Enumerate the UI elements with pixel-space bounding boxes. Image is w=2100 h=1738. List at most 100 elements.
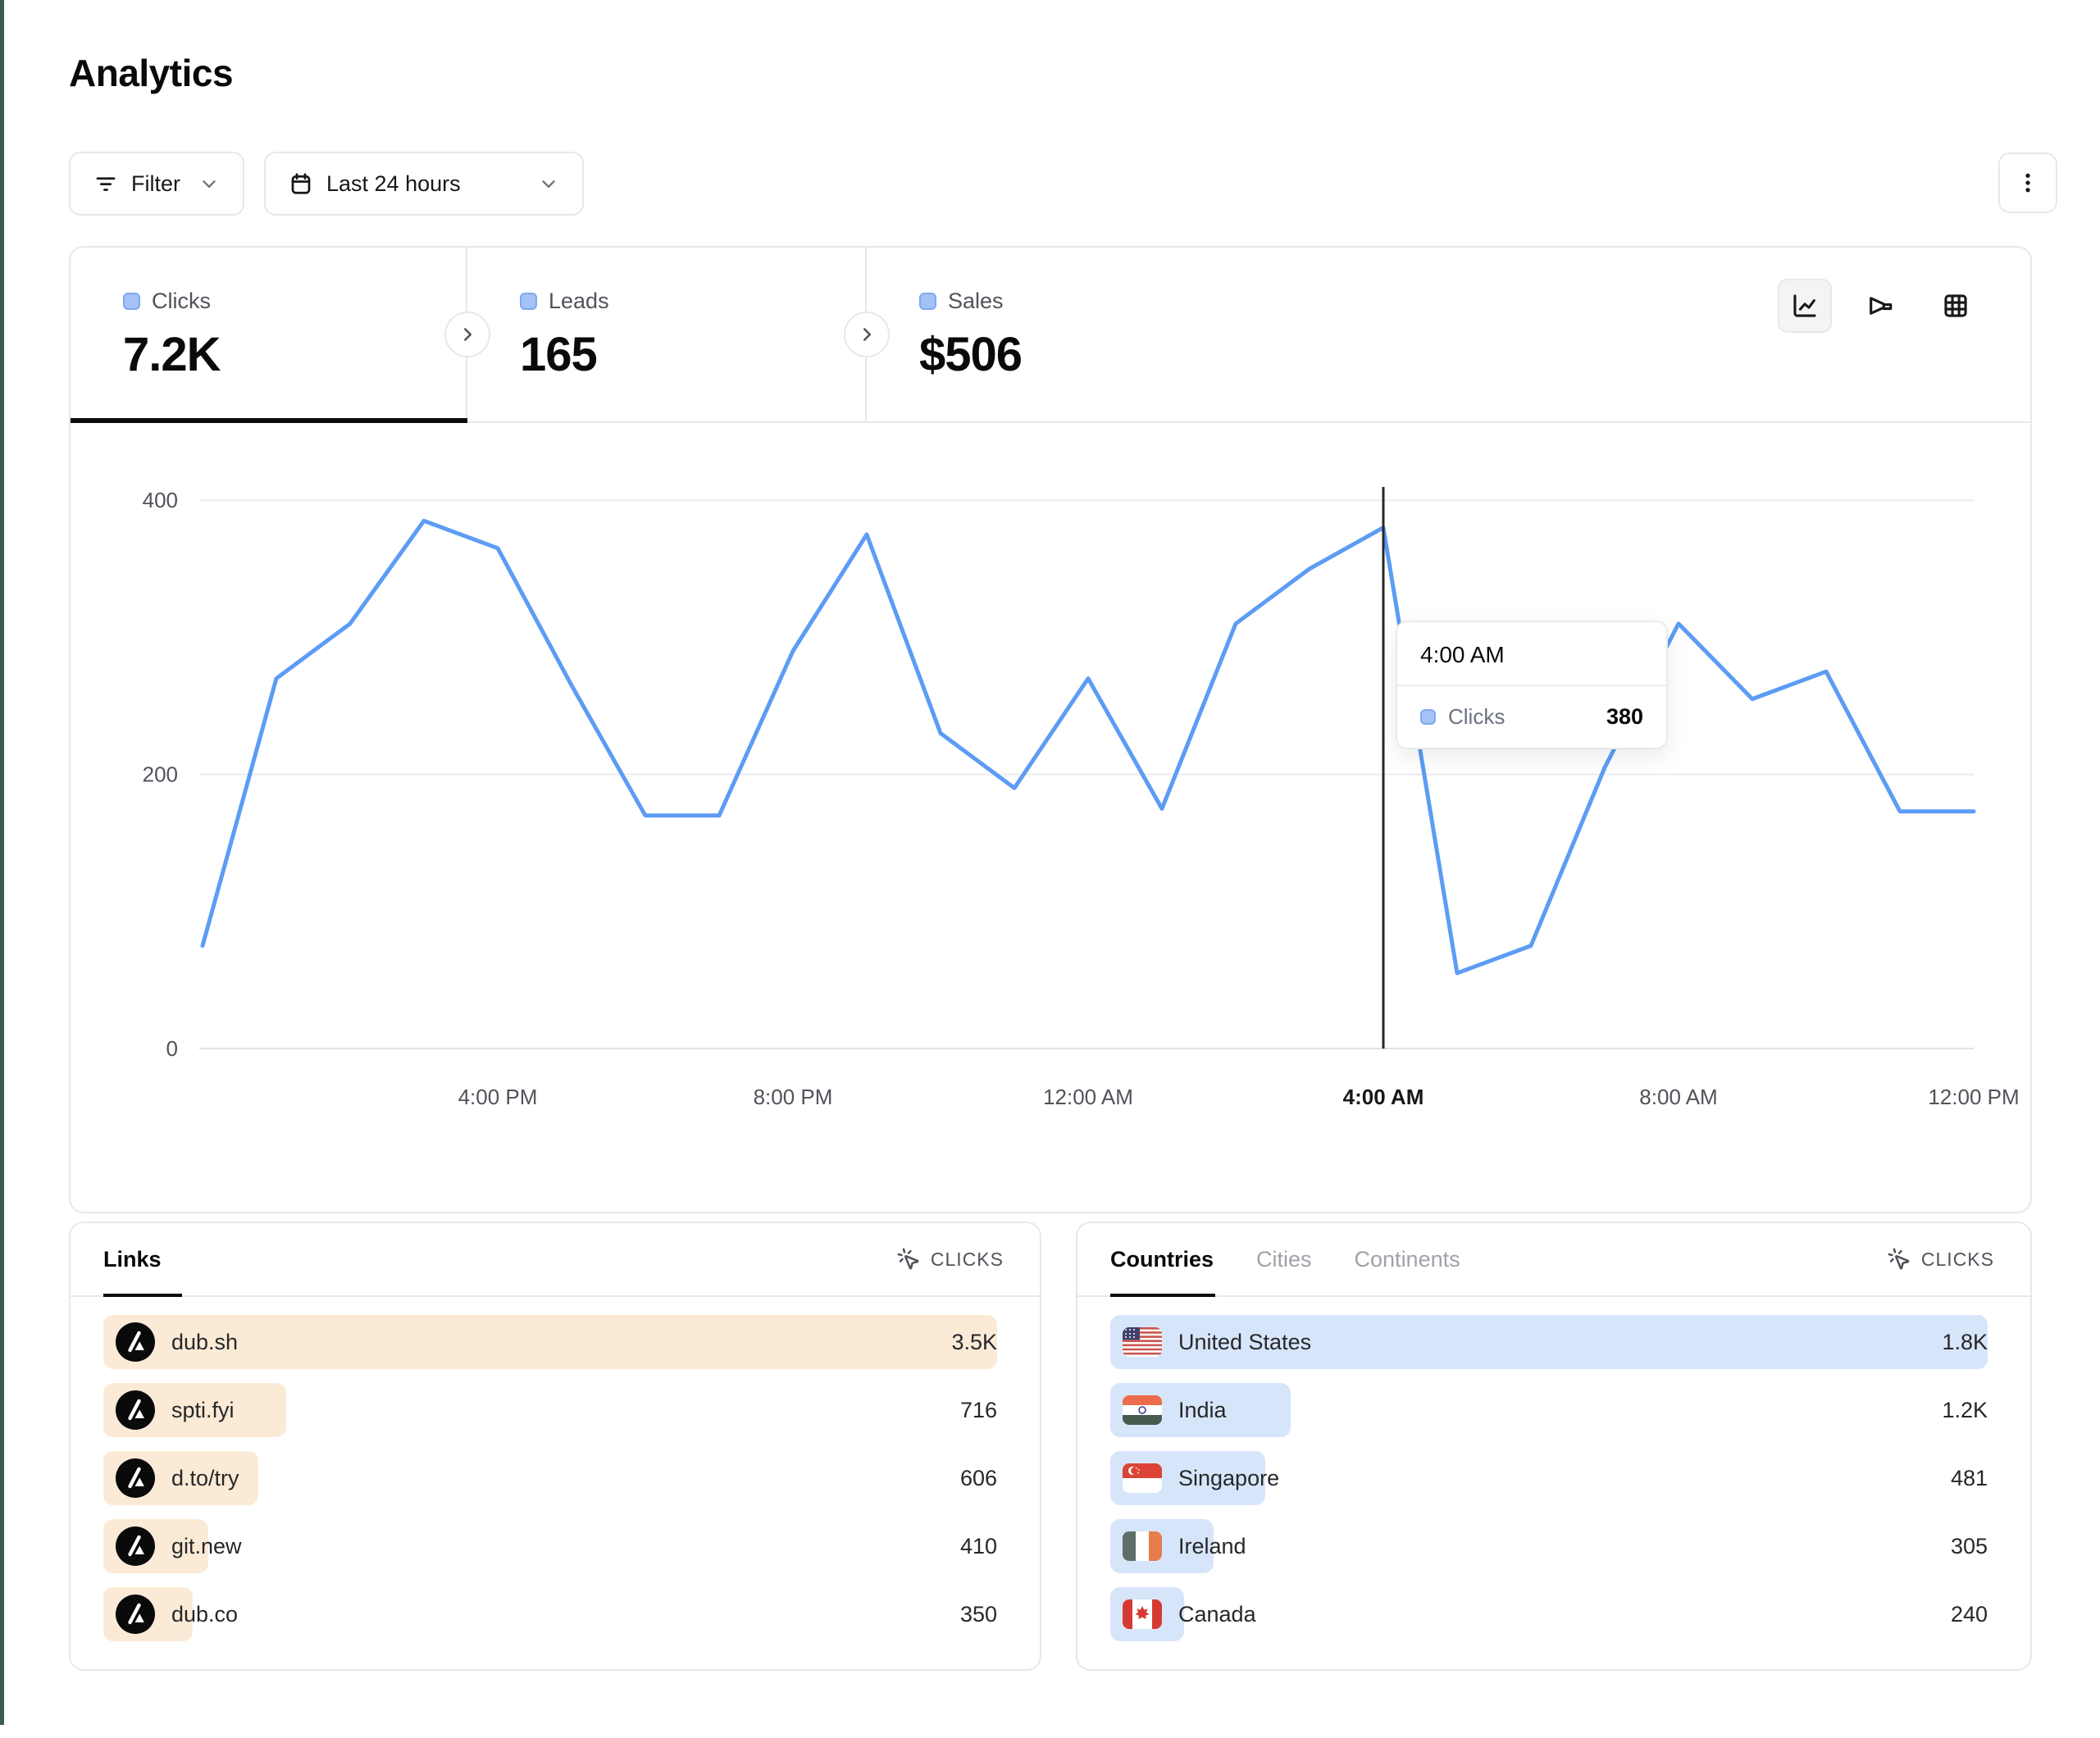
sg-flag-icon <box>1123 1463 1162 1493</box>
leads-legend-swatch <box>520 293 537 310</box>
list-item[interactable]: India 1.2K <box>1110 1383 1988 1437</box>
tab-continents[interactable]: Continents <box>1354 1246 1460 1272</box>
list-item[interactable]: dub.co 350 <box>103 1587 997 1641</box>
date-range-label: Last 24 hours <box>326 171 461 196</box>
filter-button[interactable]: Filter <box>69 152 244 216</box>
list-item-label: dub.sh <box>171 1329 239 1354</box>
area-fill <box>203 521 1974 1049</box>
list-item-label: Singapore <box>1178 1465 1280 1490</box>
list-item-label: git.new <box>171 1533 242 1558</box>
sg-flag <box>1123 1463 1162 1493</box>
us-flag <box>1123 1327 1162 1357</box>
list-item-value: 1.8K <box>1942 1329 1988 1354</box>
list-item-label: dub.co <box>171 1601 239 1627</box>
line-chart-view-button[interactable] <box>1778 279 1832 333</box>
clicks-stat-value: 7.2K <box>123 328 221 381</box>
clicks-area-chart[interactable]: #5C9CF4" stop-opacity="0.26"/>02004004:0… <box>120 477 2034 1133</box>
y-axis-tick: 0 <box>166 1036 178 1061</box>
x-axis-tick: 12:00 PM <box>1928 1085 2019 1109</box>
tab-leads[interactable]: Leads 165 <box>467 248 867 421</box>
tab-sales[interactable]: Sales $506 <box>867 248 1293 421</box>
dub-logo-avatar-wrap <box>116 1458 155 1498</box>
sales-legend-swatch <box>919 293 936 310</box>
in-flag <box>1123 1395 1162 1425</box>
list-item-label: spti.fyi <box>171 1397 235 1422</box>
tooltip-time: 4:00 AM <box>1420 642 1505 667</box>
expand-leads-button[interactable] <box>844 312 890 357</box>
sales-stat-value: $506 <box>919 328 1023 381</box>
us-flag-icon <box>1123 1327 1162 1357</box>
list-item-label: Ireland <box>1178 1533 1246 1558</box>
list-item[interactable]: d.to/try 606 <box>103 1451 997 1505</box>
more-options-button[interactable] <box>1998 152 2057 213</box>
list-item-value: 716 <box>959 1397 997 1422</box>
x-axis-tick: 12:00 AM <box>1043 1085 1133 1109</box>
links-list: dub.sh 3.5K spti.fyi 716 d.to/try 606 git.new 4… <box>103 1315 997 1655</box>
links-metric-header[interactable]: CLICKS <box>896 1223 1004 1295</box>
chevron-down-icon <box>542 180 555 188</box>
active-tab-underline <box>71 418 467 423</box>
list-item[interactable]: git.new 410 <box>103 1519 997 1573</box>
countries-tab-underline <box>1110 1294 1215 1297</box>
clicks-chart[interactable]: #5C9CF4" stop-opacity="0.26"/>02004004:0… <box>120 477 2034 1133</box>
grid-table-icon <box>1944 294 1967 317</box>
list-item-value: 1.2K <box>1942 1397 1988 1422</box>
cursor-click-icon <box>1888 1248 1910 1270</box>
clicks-series-line <box>200 518 1976 976</box>
cursor-click-icon <box>897 1248 919 1270</box>
countries-metric-label: CLICKS <box>1920 1248 1994 1270</box>
clicks-stat-label: Clicks <box>152 289 211 313</box>
list-item[interactable]: Singapore 481 <box>1110 1451 1988 1505</box>
kebab-menu-icon <box>2025 173 2030 193</box>
countries-panel: Countries Cities Continents CLICKS Unite… <box>1076 1222 2032 1671</box>
list-item-value: 350 <box>959 1601 997 1627</box>
line-chart-icon <box>1793 294 1816 317</box>
list-item-label: d.to/try <box>171 1465 239 1490</box>
list-item[interactable]: Ireland 305 <box>1110 1519 1988 1573</box>
chevron-right-icon <box>863 328 872 341</box>
funnel-view-button[interactable] <box>1853 279 1907 333</box>
tab-clicks[interactable]: Clicks 7.2K <box>71 248 467 421</box>
value-bar <box>103 1315 997 1369</box>
links-metric-label: CLICKS <box>930 1248 1004 1270</box>
y-axis-tick: 200 <box>143 762 178 787</box>
tab-cities[interactable]: Cities <box>1256 1246 1312 1272</box>
ca-flag-icon <box>1123 1599 1162 1629</box>
expand-clicks-button[interactable] <box>444 312 490 357</box>
list-item[interactable]: Canada 240 <box>1110 1587 1988 1641</box>
calendar-icon <box>291 173 311 194</box>
in-flag-icon <box>1123 1395 1162 1425</box>
x-axis-tick: 8:00 PM <box>754 1085 833 1109</box>
countries-metric-header[interactable]: CLICKS <box>1887 1223 1994 1295</box>
tooltip-series-row: Clicks 380 <box>1397 686 1666 748</box>
dub-logo-avatar-wrap <box>116 1390 155 1430</box>
x-axis-tick: 4:00 PM <box>458 1085 538 1109</box>
dub-logo-avatar-wrap <box>116 1526 155 1566</box>
table-view-button[interactable] <box>1929 279 1983 333</box>
chevron-right-icon <box>463 328 472 341</box>
chevron-down-icon <box>203 180 216 188</box>
list-item-value: 3.5K <box>951 1329 997 1354</box>
countries-panel-header: Countries Cities Continents CLICKS <box>1077 1223 2030 1297</box>
list-item-value: 410 <box>959 1533 997 1558</box>
x-axis-tick: 4:00 AM <box>1343 1085 1424 1109</box>
list-item[interactable]: United States 1.8K <box>1110 1315 1988 1369</box>
tooltip-divider <box>1397 685 1666 686</box>
leads-stat-value: 165 <box>520 328 598 381</box>
tab-links[interactable]: Links <box>103 1246 162 1272</box>
tab-countries[interactable]: Countries <box>1110 1246 1214 1272</box>
ie-flag <box>1123 1531 1162 1561</box>
y-axis-tick: 400 <box>143 488 178 512</box>
sales-stat-label: Sales <box>948 289 1004 313</box>
date-range-button[interactable]: Last 24 hours <box>264 152 584 216</box>
tooltip-series-label: Clicks <box>1448 704 1506 729</box>
filter-lines-icon <box>96 177 116 191</box>
list-item[interactable]: dub.sh 3.5K <box>103 1315 997 1369</box>
dub-logo-avatar <box>116 1595 155 1634</box>
page-title: Analytics <box>69 52 234 94</box>
x-axis-tick: 8:00 AM <box>1639 1085 1717 1109</box>
list-item[interactable]: spti.fyi 716 <box>103 1383 997 1437</box>
clicks-legend-swatch <box>1420 709 1436 725</box>
countries-list: United States 1.8K India 1.2K Singapore 481 Ir… <box>1110 1315 1988 1655</box>
